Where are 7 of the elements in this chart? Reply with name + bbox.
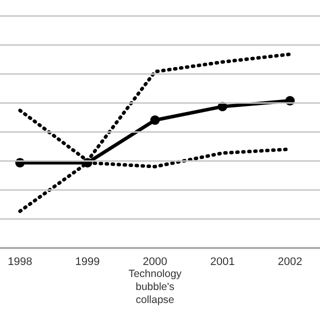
- text: Technology bubble's collapse: [128, 268, 182, 306]
- x-tick-label: 2002: [278, 256, 302, 268]
- x-tick-label: 1999: [75, 256, 100, 268]
- x-tick-label: 2000: [142, 256, 168, 268]
- point: [150, 115, 160, 125]
- x-tick-label: 2001: [210, 256, 235, 268]
- x-tick-label: 1998: [8, 256, 32, 268]
